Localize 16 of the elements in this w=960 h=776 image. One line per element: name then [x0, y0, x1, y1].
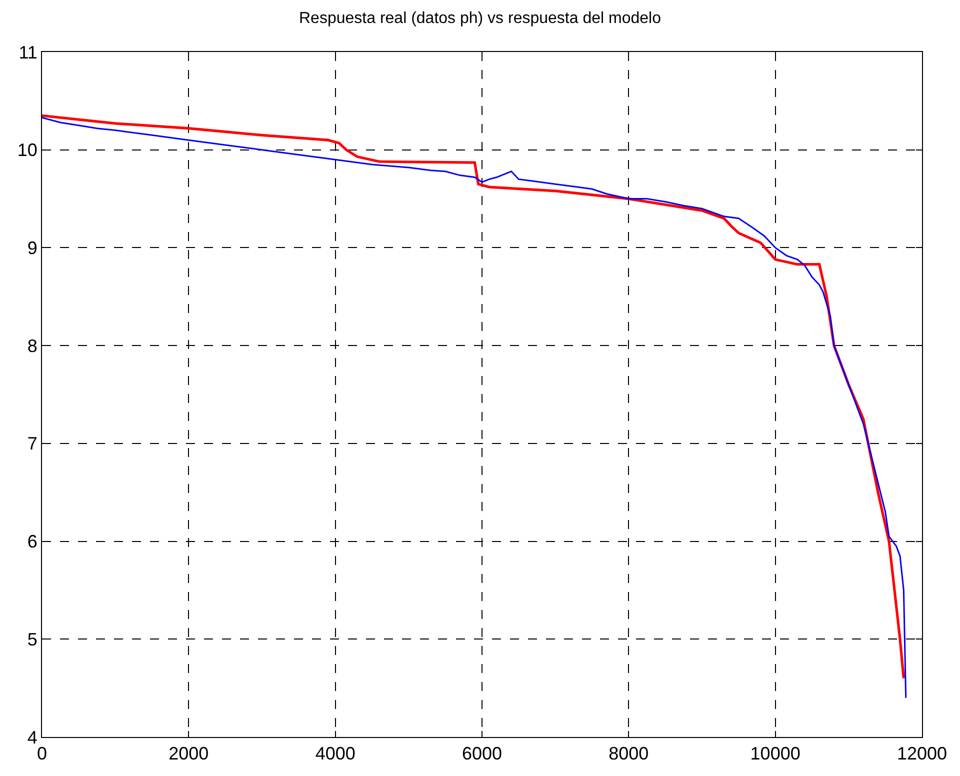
y-tick-label: 8 [27, 336, 38, 356]
y-tick-label: 5 [27, 629, 38, 650]
x-tick-label: 6000 [462, 744, 502, 764]
y-tick-label: 9 [27, 238, 38, 258]
y-tick-label: 4 [27, 727, 38, 748]
y-tick-label: 10 [17, 140, 38, 160]
x-tick-label: 12000 [896, 744, 948, 764]
x-tick-label: 0 [36, 744, 48, 764]
x-tick-label: 10000 [750, 744, 800, 764]
x-tick-label: 8000 [608, 744, 649, 764]
chart-title: Respuesta real (datos ph) vs respuesta del modelo [299, 10, 662, 27]
x-tick-label: 2000 [168, 744, 209, 764]
x-tick-label: 4000 [315, 744, 356, 764]
y-tick-label: 11 [18, 42, 38, 62]
y-tick-label: 6 [27, 532, 38, 552]
y-tick-label: 7 [27, 434, 38, 454]
